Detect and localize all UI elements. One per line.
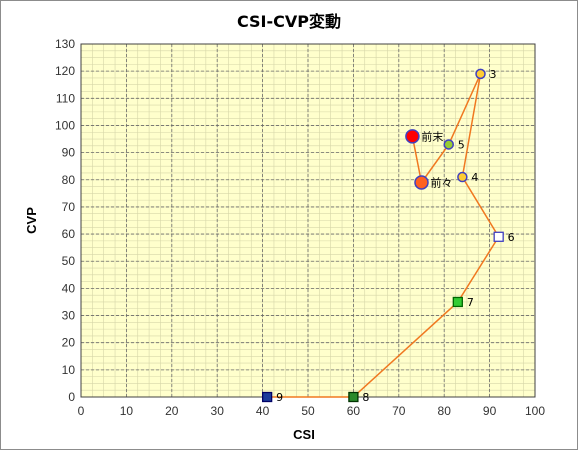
y-tick-label: 90	[62, 146, 76, 160]
y-axis-label: CVP	[24, 207, 39, 234]
y-tick-label: 80	[62, 173, 76, 187]
point-8-marker	[348, 391, 359, 403]
point-e5898de69cab-label: 前末	[421, 129, 443, 143]
y-tick-label: 50	[62, 254, 76, 268]
point-5-label: 5	[458, 138, 465, 151]
x-axis-label: CSI	[293, 427, 315, 442]
point-3-label: 3	[490, 68, 497, 81]
point-8-label: 8	[362, 391, 369, 404]
x-tick-label: 70	[392, 404, 406, 418]
x-tick-label: 40	[256, 404, 270, 418]
y-tick-label: 40	[62, 281, 76, 295]
point-6-label: 6	[508, 231, 515, 244]
x-tick-label: 0	[78, 404, 85, 418]
point-4-marker	[457, 171, 468, 183]
y-tick-label: 10	[62, 363, 76, 377]
y-tick-label: 70	[62, 200, 76, 214]
x-tick-label: 80	[438, 404, 452, 418]
point-5-marker	[443, 139, 454, 150]
x-tick-label: 50	[301, 404, 315, 418]
point-7-label: 7	[467, 296, 474, 309]
x-tick-label: 100	[525, 404, 545, 418]
point-e5898de69cab-marker	[405, 129, 420, 144]
point-9-marker	[261, 391, 273, 403]
point-3-marker	[475, 68, 486, 80]
y-tick-label: 0	[68, 390, 75, 404]
point-9-label: 9	[276, 391, 283, 404]
y-tick-label: 20	[62, 336, 76, 350]
y-tick-label: 110	[56, 91, 75, 105]
y-tick-label: 130	[55, 37, 75, 51]
x-tick-label: 30	[211, 404, 225, 418]
y-tick-label: 30	[62, 309, 76, 323]
y-tick-label: 60	[62, 227, 76, 241]
point-e5898de38085-label: 前々	[431, 175, 453, 189]
point-6-marker	[493, 231, 504, 242]
y-tick-label: 120	[55, 64, 75, 78]
point-7-marker	[452, 296, 463, 308]
point-4-label: 4	[471, 171, 478, 184]
chart-title: CSI-CVP変動	[236, 12, 341, 31]
x-tick-label: 10	[120, 404, 134, 418]
point-e5898de38085-marker	[414, 175, 429, 190]
y-tick-label: 100	[55, 118, 75, 132]
x-tick-label: 20	[165, 404, 179, 418]
x-tick-label: 90	[483, 404, 497, 418]
x-tick-label: 60	[347, 404, 361, 418]
